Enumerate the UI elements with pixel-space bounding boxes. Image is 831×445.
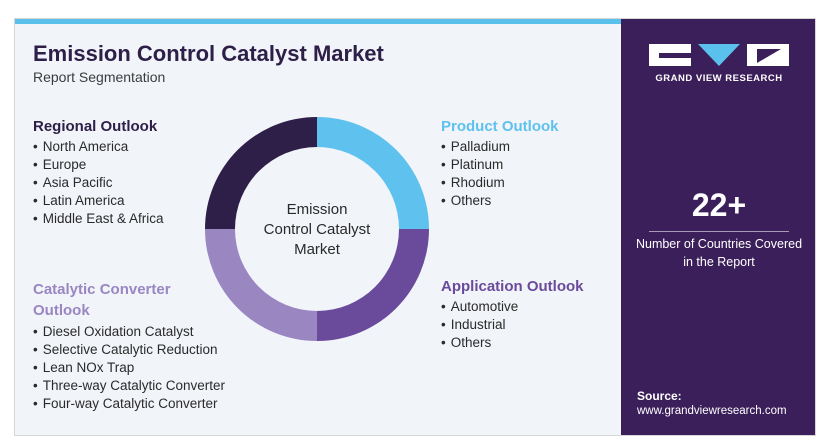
segment-list: Palladium Platinum Rhodium Others [441, 138, 559, 210]
list-item: Rhodium [441, 174, 559, 192]
donut-segment-regional [205, 117, 317, 229]
source-label: Source: [637, 389, 682, 403]
grand-view-research-logo [649, 44, 789, 66]
list-item: Middle East & Africa [33, 210, 164, 228]
stat-label: Number of Countries Covered in the Repor… [635, 237, 803, 269]
application-outlook-section: Application Outlook Automotive Industria… [441, 278, 584, 352]
infographic-card: Emission Control Catalyst Market Report … [14, 18, 816, 436]
list-item: Others [441, 192, 559, 210]
donut-segment-product [317, 117, 429, 229]
segment-list: Automotive Industrial Others [441, 298, 584, 352]
section-title: Product Outlook [441, 118, 559, 135]
product-outlook-section: Product Outlook Palladium Platinum Rhodi… [441, 118, 559, 210]
list-item: Lean NOx Trap [33, 359, 225, 377]
donut-segment-catalytic [205, 229, 317, 341]
section-title: Application Outlook [441, 278, 584, 295]
donut-center-label: Emission Control Catalyst Market [244, 200, 390, 260]
list-item: Selective Catalytic Reduction [33, 341, 225, 359]
segment-list: Diesel Oxidation Catalyst Selective Cata… [33, 323, 225, 413]
segment-list: North America Europe Asia Pacific Latin … [33, 138, 164, 228]
list-item: Diesel Oxidation Catalyst [33, 323, 225, 341]
list-item: Latin America [33, 192, 164, 210]
list-item: North America [33, 138, 164, 156]
list-item: Palladium [441, 138, 559, 156]
section-title: Regional Outlook [33, 118, 158, 135]
regional-outlook-section: Regional Outlook North America Europe As… [33, 118, 164, 228]
brand-name: GRAND VIEW RESEARCH [655, 73, 783, 84]
source-link[interactable]: www.grandviewresearch.com [637, 405, 787, 417]
segmentation-panel: Emission Control Catalyst Market Report … [15, 19, 621, 435]
segmentation-donut [205, 117, 429, 341]
catalytic-converter-outlook-section: Catalytic Converter Outlook Diesel Oxida… [33, 279, 225, 413]
list-item: Platinum [441, 156, 559, 174]
center-label-line: Control Catalyst [263, 221, 371, 238]
center-label-line: Emission [286, 201, 348, 218]
list-item: Automotive [441, 298, 584, 316]
list-item: Europe [33, 156, 164, 174]
list-item: Asia Pacific [33, 174, 164, 192]
donut-segment-application [317, 229, 429, 341]
center-label-line: Market [294, 241, 340, 258]
stat-value: 22+ [691, 187, 747, 223]
list-item: Four-way Catalytic Converter [33, 395, 225, 413]
report-title: Emission Control Catalyst Market [33, 41, 384, 66]
divider [649, 231, 789, 232]
report-subtitle: Report Segmentation [33, 69, 166, 85]
list-item: Three-way Catalytic Converter [33, 377, 225, 395]
accent-bar [15, 19, 621, 24]
list-item: Industrial [441, 316, 584, 334]
list-item: Others [441, 334, 584, 352]
section-title: Catalytic Converter Outlook [33, 281, 171, 319]
brand-panel: GRAND VIEW RESEARCH 22+ Number of Countr… [621, 19, 815, 435]
